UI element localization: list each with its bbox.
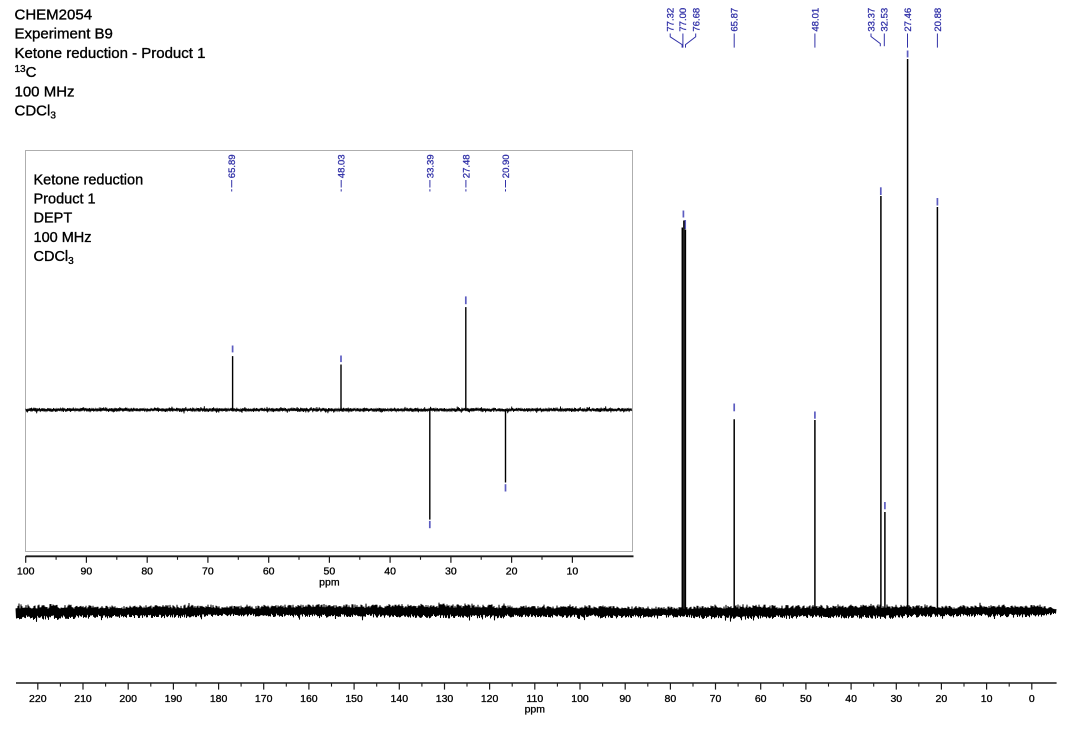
svg-text:40: 40 (384, 566, 396, 578)
svg-text:220: 220 (29, 693, 47, 705)
svg-text:CDCl3: CDCl3 (34, 249, 75, 267)
svg-text:80: 80 (665, 693, 677, 705)
svg-text:77.00: 77.00 (678, 8, 689, 32)
svg-text:13C: 13C (15, 64, 37, 81)
svg-text:65.87: 65.87 (730, 8, 741, 32)
svg-text:50: 50 (324, 566, 336, 578)
svg-text:10: 10 (981, 693, 993, 705)
svg-text:150: 150 (345, 693, 363, 705)
svg-text:70: 70 (202, 566, 214, 578)
svg-text:ppm: ppm (525, 704, 546, 716)
svg-text:33.39: 33.39 (425, 154, 436, 178)
svg-text:32.53: 32.53 (879, 8, 890, 32)
svg-text:20.90: 20.90 (501, 154, 512, 178)
svg-text:20: 20 (936, 693, 948, 705)
svg-text:30: 30 (890, 693, 902, 705)
svg-text:ppm: ppm (319, 577, 340, 589)
svg-text:100 MHz: 100 MHz (34, 230, 92, 246)
svg-text:60: 60 (755, 693, 767, 705)
svg-text:30: 30 (445, 566, 457, 578)
svg-text:CDCl3: CDCl3 (15, 103, 57, 122)
svg-text:27.46: 27.46 (903, 8, 914, 32)
svg-text:180: 180 (210, 693, 228, 705)
svg-text:130: 130 (436, 693, 454, 705)
svg-text:100: 100 (17, 566, 35, 578)
svg-text:60: 60 (263, 566, 275, 578)
svg-text:27.48: 27.48 (461, 154, 472, 178)
svg-text:90: 90 (81, 566, 93, 578)
svg-text:160: 160 (300, 693, 318, 705)
svg-text:110: 110 (526, 693, 543, 705)
svg-text:100 MHz: 100 MHz (15, 83, 75, 100)
svg-text:40: 40 (845, 693, 857, 705)
svg-text:20.88: 20.88 (933, 8, 944, 32)
svg-text:100: 100 (571, 693, 589, 705)
svg-text:33.37: 33.37 (866, 8, 877, 32)
svg-text:CHEM2054: CHEM2054 (15, 7, 93, 24)
svg-text:Ketone reduction - Product 1: Ketone reduction - Product 1 (15, 45, 206, 62)
svg-text:Ketone reduction: Ketone reduction (34, 173, 144, 189)
svg-text:10: 10 (567, 566, 579, 578)
svg-text:200: 200 (119, 693, 137, 705)
svg-text:20: 20 (506, 566, 518, 578)
svg-text:90: 90 (619, 693, 631, 705)
svg-text:76.68: 76.68 (691, 8, 702, 32)
svg-text:70: 70 (710, 693, 722, 705)
svg-text:120: 120 (481, 693, 499, 705)
svg-text:DEPT: DEPT (34, 211, 73, 227)
svg-text:140: 140 (391, 693, 409, 705)
svg-text:48.03: 48.03 (337, 154, 348, 178)
svg-text:170: 170 (255, 693, 273, 705)
svg-text:0: 0 (1029, 693, 1035, 705)
svg-text:80: 80 (141, 566, 153, 578)
svg-text:Experiment B9: Experiment B9 (15, 26, 113, 43)
svg-text:210: 210 (74, 693, 92, 705)
svg-text:190: 190 (165, 693, 183, 705)
svg-text:65.89: 65.89 (227, 154, 238, 178)
svg-text:50: 50 (800, 693, 812, 705)
svg-text:48.01: 48.01 (810, 8, 821, 32)
svg-text:77.32: 77.32 (665, 8, 676, 32)
svg-text:Product 1: Product 1 (34, 192, 96, 208)
